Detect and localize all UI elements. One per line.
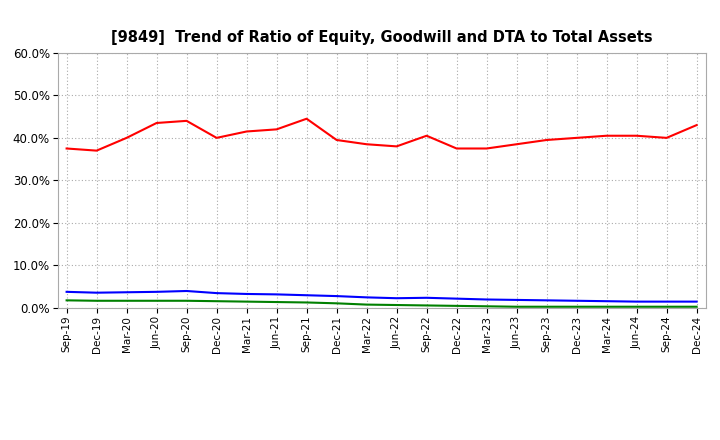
Title: [9849]  Trend of Ratio of Equity, Goodwill and DTA to Total Assets: [9849] Trend of Ratio of Equity, Goodwil… xyxy=(111,29,652,45)
